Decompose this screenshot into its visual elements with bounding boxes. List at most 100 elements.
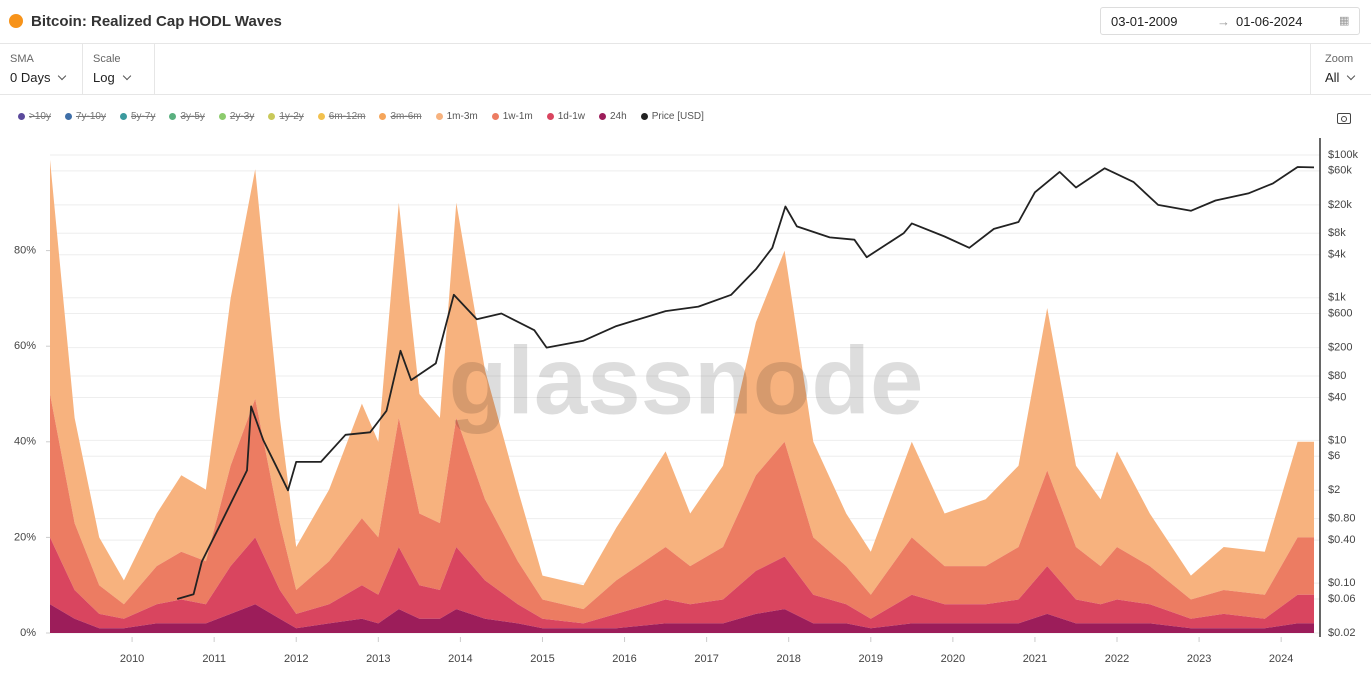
control-value[interactable]: Log [93,70,144,85]
price-line [176,166,1315,600]
legend-label: 1w-1m [502,110,533,122]
legend-item[interactable]: 1m-3m [435,108,478,124]
x-tick-label: 2010 [120,653,144,665]
y2-tick-label: $100k [1328,149,1358,161]
legend-swatch [491,112,499,120]
y2-tick-label: $60k [1328,165,1352,177]
x-tick-label: 2013 [366,653,390,665]
legend-swatch [640,112,648,120]
y2-tick-label: $4k [1328,249,1346,261]
y2-tick-label: $600 [1328,307,1352,319]
legend-label: 2y-3y [229,110,255,122]
y-tick-label: 80% [14,245,36,257]
y2-tick-label: $2 [1328,484,1340,496]
legend-swatch [169,112,177,120]
legend-item[interactable]: 24h [599,108,627,124]
y-tick-label: 60% [14,340,36,352]
area-3 [50,604,1314,633]
legend-swatch [599,112,606,120]
scale-dropdown[interactable]: Scale Log [83,44,155,94]
legend-item[interactable]: >10y [18,108,51,124]
legend-swatch [218,112,226,120]
screenshot-button[interactable] [1337,113,1351,124]
y2-tick-label: $40 [1328,391,1346,403]
date-from[interactable]: 03-01-2009 [1111,14,1178,29]
y2-tick-label: $0.10 [1328,577,1356,589]
legend-swatch [317,112,325,120]
legend-label: 1y-2y [279,110,304,122]
watermark: glassnode [449,327,924,434]
legend-label: 1d-1w [557,110,585,122]
zoom-dropdown[interactable]: Zoom All [1310,44,1371,94]
area-2 [50,537,1314,629]
x-tick-label: 2018 [776,653,800,665]
x-tick-label: 2022 [1105,653,1129,665]
area-1 [50,394,1314,624]
x-tick-label: 2015 [530,653,554,665]
legend-label: Price [USD] [651,110,704,122]
control-label: Scale [93,53,121,65]
legend-item[interactable]: 6m-12m [317,108,366,124]
y2-tick-label: $80 [1328,370,1346,382]
x-tick-label: 2012 [284,653,308,665]
legend-label: >10y [29,110,51,122]
x-tick-label: 2019 [859,653,883,665]
legend-label: 3y-5y [180,110,205,122]
control-value[interactable]: All [1325,70,1361,85]
legend-item[interactable]: 5y-7y [119,108,155,124]
date-to[interactable]: 01-06-2024 [1236,14,1303,29]
y-tick-label: 40% [14,436,36,448]
bitcoin-icon [9,14,23,28]
y-tick-label: 0% [20,627,36,639]
y2-tick-label: $6 [1328,450,1340,462]
date-range-picker[interactable]: 03-01-2009 → 01-06-2024 ▦ [1100,7,1360,35]
control-label: Zoom [1325,53,1354,65]
x-tick-label: 2023 [1187,653,1211,665]
legend-item[interactable]: 2y-3y [218,108,255,124]
y2-tick-label: $20k [1328,199,1352,211]
legend-item[interactable]: 1d-1w [546,108,585,124]
legend-swatch [18,112,25,120]
y2-tick-label: $10 [1328,434,1346,446]
legend: >10y 7y-10y 5y-7y 3y-5y 2y-3y 1y-2y 6m-12m 3m-6… [18,108,704,124]
y-tick-label: 20% [14,531,36,543]
x-tick-label: 2014 [448,653,472,665]
legend-label: 7y-10y [75,110,106,122]
legend-item[interactable]: 3y-5y [169,108,205,124]
legend-swatch [546,112,554,120]
legend-label: 24h [610,110,627,122]
y2-tick-label: $0.80 [1328,513,1356,525]
x-tick-label: 2017 [694,653,718,665]
x-tick-label: 2011 [202,653,226,665]
legend-label: 6m-12m [328,110,366,122]
x-tick-label: 2021 [1023,653,1047,665]
arrow-icon: → [1217,14,1230,29]
legend-swatch [268,112,276,120]
legend-item[interactable]: 1w-1m [491,108,533,124]
sma-dropdown[interactable]: SMA 0 Days [0,44,83,94]
x-tick-label: 2020 [941,653,965,665]
legend-item[interactable]: 3m-6m [379,108,422,124]
area-0 [50,159,1314,610]
page-title: Bitcoin: Realized Cap HODL Waves [31,13,282,30]
x-tick-label: 2016 [612,653,636,665]
calendar-icon[interactable]: ▦ [1339,15,1350,27]
x-tick-label: 2024 [1269,653,1293,665]
legend-swatch [435,112,443,120]
legend-item[interactable]: Price [USD] [640,108,704,124]
legend-item[interactable]: 7y-10y [64,108,106,124]
controls-bar: SMA 0 Days Scale Log Zoom All [0,44,1371,95]
legend-label: 1m-3m [446,110,478,122]
y2-tick-label: $0.06 [1328,593,1356,605]
header: Bitcoin: Realized Cap HODL Waves 03-01-2… [0,0,1371,44]
legend-swatch [64,112,72,120]
control-label: SMA [10,53,34,65]
legend-item[interactable]: 1y-2y [268,108,304,124]
legend-swatch [379,112,387,120]
y2-tick-label: $8k [1328,227,1346,239]
y2-tick-label: $0.40 [1328,534,1356,546]
y2-tick-label: $200 [1328,341,1352,353]
control-value[interactable]: 0 Days [10,70,72,85]
